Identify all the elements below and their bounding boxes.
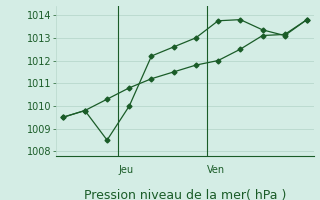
Text: Ven: Ven — [207, 165, 225, 175]
Text: Pression niveau de la mer( hPa ): Pression niveau de la mer( hPa ) — [84, 189, 286, 200]
Text: Jeu: Jeu — [118, 165, 133, 175]
